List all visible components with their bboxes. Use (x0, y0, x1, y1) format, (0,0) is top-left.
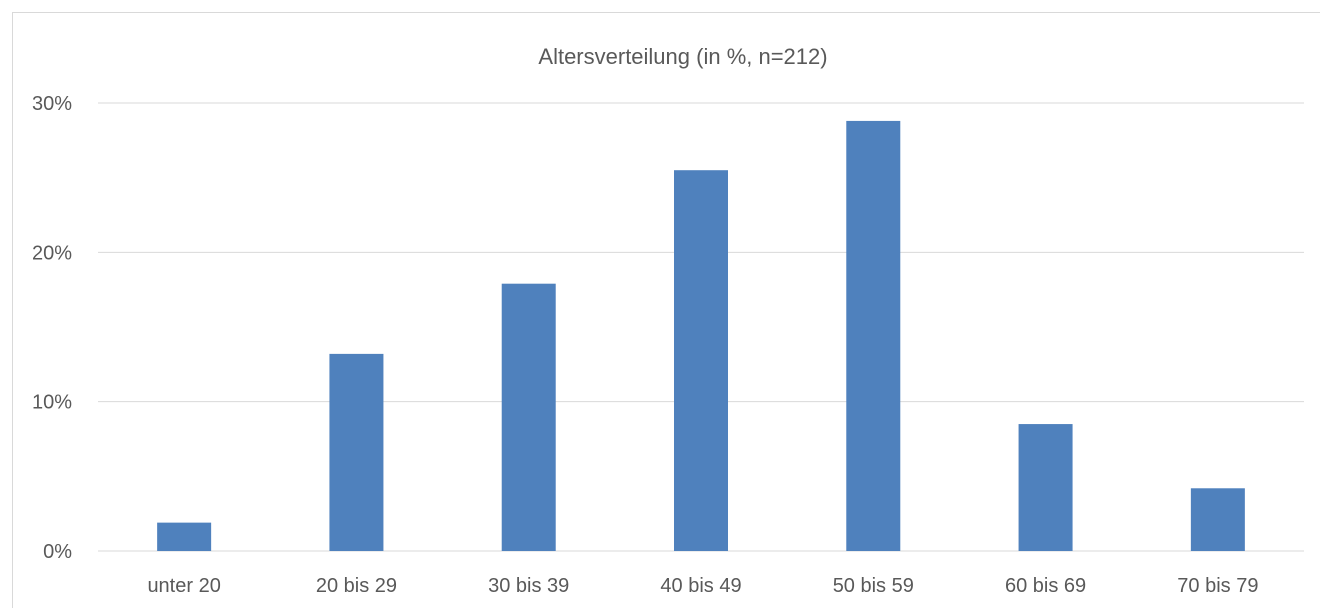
bar-50-bis-59 (846, 120, 901, 552)
y-tick-label: 20% (32, 242, 72, 264)
y-tick-label: 30% (32, 93, 72, 115)
x-tick-label: unter 20 (147, 575, 220, 597)
bar-60-bis-69 (1018, 424, 1073, 551)
bar-70-bis-79 (1190, 488, 1245, 551)
x-tick-label: 30 bis 39 (488, 575, 569, 597)
x-axis-ticks: unter 20 20 bis 29 30 bis 39 40 bis 49 50 bi… (147, 575, 1258, 597)
x-tick-label: 20 bis 29 (316, 575, 397, 597)
x-tick-label: 70 bis 79 (1177, 575, 1258, 597)
y-tick-label: 0% (43, 541, 72, 563)
chart-title: Altersverteilung (in %, n=212) (538, 44, 827, 69)
y-tick-label: 10% (32, 392, 72, 414)
bar-20-bis-29 (329, 353, 384, 551)
y-axis-ticks: 0% 10% 20% 30% (32, 93, 72, 563)
x-tick-label: 40 bis 49 (660, 575, 741, 597)
bars (157, 120, 1245, 552)
x-tick-label: 60 bis 69 (1005, 575, 1086, 597)
bar-30-bis-39 (501, 283, 556, 551)
x-tick-label: 50 bis 59 (833, 575, 914, 597)
chart-frame (12, 12, 1320, 608)
bar-unter-20 (157, 522, 212, 551)
bar-40-bis-49 (674, 170, 728, 551)
